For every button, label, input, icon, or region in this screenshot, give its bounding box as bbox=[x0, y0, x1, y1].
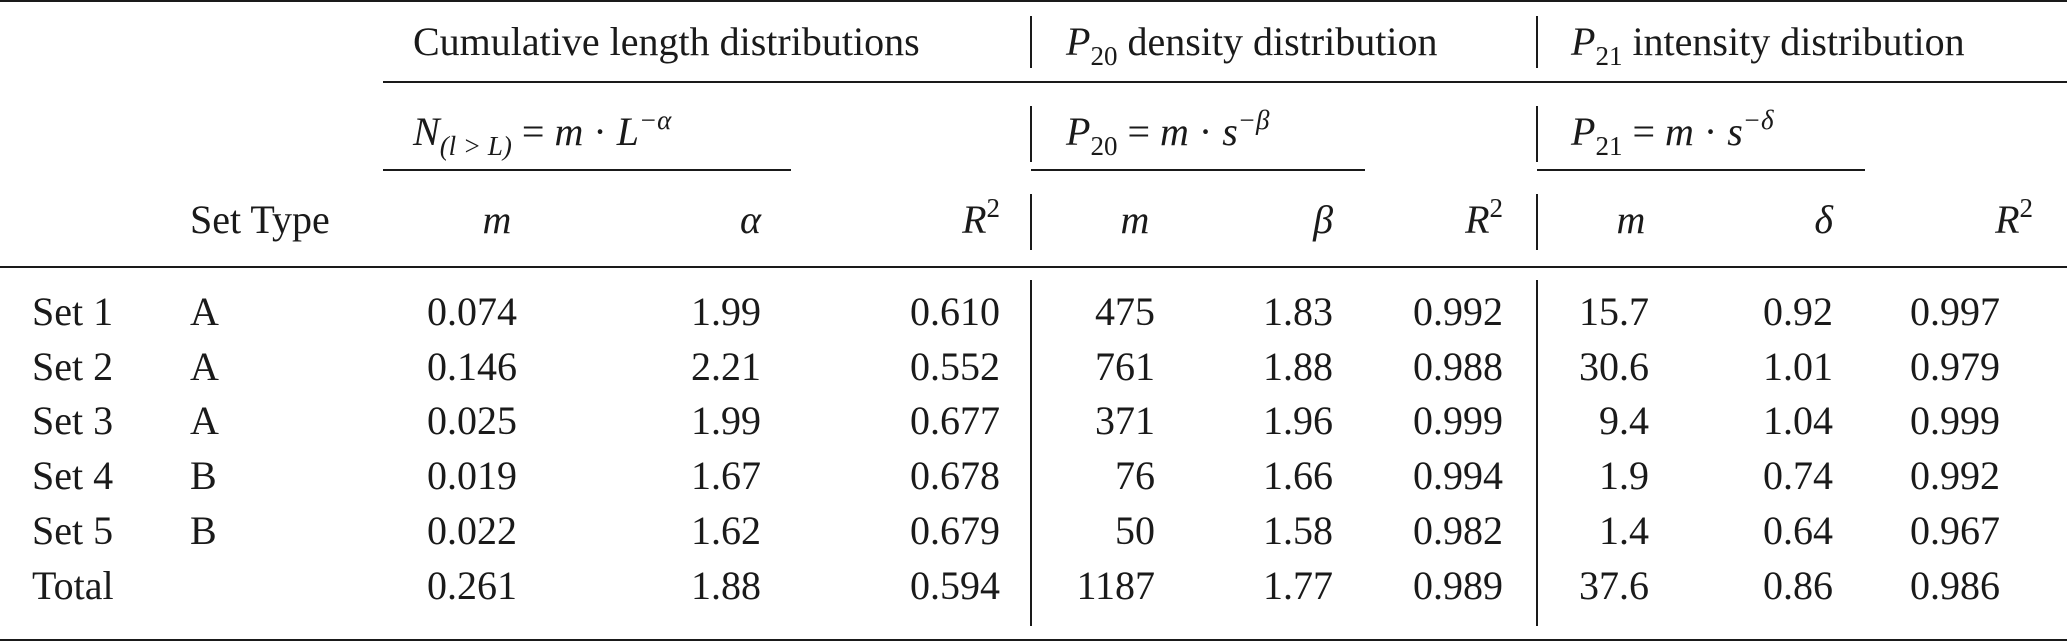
cell-beta: 1.66 bbox=[1263, 453, 1333, 498]
cell-beta: 1.77 bbox=[1263, 563, 1333, 608]
cell-beta: 1.83 bbox=[1263, 289, 1333, 334]
separator-1-formula bbox=[1030, 106, 1032, 162]
cell-delta: 0.92 bbox=[1763, 289, 1833, 334]
row-name: Set 5 bbox=[32, 508, 114, 553]
cell-m-length: 0.261 bbox=[427, 563, 517, 608]
column-header-beta: β bbox=[1313, 197, 1333, 242]
group-rule bbox=[383, 81, 2067, 83]
cell-r2-density: 0.999 bbox=[1413, 398, 1503, 443]
column-header-m-length: m bbox=[482, 197, 512, 242]
formula-underline-1 bbox=[383, 169, 791, 171]
cell-m-length: 0.074 bbox=[427, 289, 517, 334]
separator-1-column bbox=[1030, 194, 1032, 250]
formula-intensity: P21 = m · s−δ bbox=[1571, 105, 1774, 161]
row-set-type: A bbox=[190, 289, 219, 334]
cell-delta: 1.04 bbox=[1763, 398, 1833, 443]
cell-alpha: 1.88 bbox=[691, 563, 761, 608]
cell-r2-intensity: 0.992 bbox=[1910, 453, 2000, 498]
cell-delta: 0.86 bbox=[1763, 563, 1833, 608]
cell-r2-length: 0.678 bbox=[910, 453, 1000, 498]
cell-delta: 0.64 bbox=[1763, 508, 1833, 553]
cell-alpha: 2.21 bbox=[691, 344, 761, 389]
cell-alpha: 1.99 bbox=[691, 289, 761, 334]
cell-r2-length: 0.610 bbox=[910, 289, 1000, 334]
header-rule bbox=[0, 266, 2067, 268]
separator-2-formula bbox=[1536, 106, 1538, 162]
bottom-rule bbox=[0, 639, 2067, 641]
cell-alpha: 1.62 bbox=[691, 508, 761, 553]
row-set-type: A bbox=[190, 344, 219, 389]
cell-m-density: 76 bbox=[1115, 453, 1155, 498]
cell-m-intensity: 1.4 bbox=[1599, 508, 1649, 553]
cell-r2-intensity: 0.997 bbox=[1910, 289, 2000, 334]
separator-2-body bbox=[1536, 280, 1538, 626]
cell-r2-intensity: 0.979 bbox=[1910, 344, 2000, 389]
cell-m-length: 0.146 bbox=[427, 344, 517, 389]
row-set-type: A bbox=[190, 398, 219, 443]
cell-m-intensity: 37.6 bbox=[1579, 563, 1649, 608]
cell-r2-density: 0.988 bbox=[1413, 344, 1503, 389]
cell-beta: 1.58 bbox=[1263, 508, 1333, 553]
row-set-type: B bbox=[190, 453, 217, 498]
cell-beta: 1.96 bbox=[1263, 398, 1333, 443]
row-name: Set 1 bbox=[32, 289, 114, 334]
cell-m-length: 0.025 bbox=[427, 398, 517, 443]
formula-underline-2 bbox=[1031, 169, 1365, 171]
cell-m-length: 0.019 bbox=[427, 453, 517, 498]
row-set-type: B bbox=[190, 508, 217, 553]
column-header-delta: δ bbox=[1814, 197, 1833, 242]
separator-2-column bbox=[1536, 194, 1538, 250]
cell-m-intensity: 30.6 bbox=[1579, 344, 1649, 389]
cell-m-density: 50 bbox=[1115, 508, 1155, 553]
top-rule bbox=[0, 0, 2067, 2]
cell-m-intensity: 15.7 bbox=[1579, 289, 1649, 334]
separator-1-group bbox=[1030, 16, 1032, 68]
cell-r2-intensity: 0.999 bbox=[1910, 398, 2000, 443]
column-header-r2-intensity: R2 bbox=[1995, 193, 2033, 242]
row-name: Set 3 bbox=[32, 398, 114, 443]
cell-r2-intensity: 0.967 bbox=[1910, 508, 2000, 553]
formula-length: N(l > L) = m · L−α bbox=[413, 105, 672, 161]
column-header-r2-length: R2 bbox=[962, 193, 1000, 242]
column-header-set-type: Set Type bbox=[190, 197, 330, 242]
cell-r2-length: 0.594 bbox=[910, 563, 1000, 608]
cell-delta: 1.01 bbox=[1763, 344, 1833, 389]
cell-r2-density: 0.982 bbox=[1413, 508, 1503, 553]
row-name: Total bbox=[32, 563, 114, 608]
group-header-intensity: P21 intensity distribution bbox=[1571, 19, 1965, 71]
column-header-r2-density: R2 bbox=[1465, 193, 1503, 242]
row-name: Set 4 bbox=[32, 453, 114, 498]
group-header-length: Cumulative length distributions bbox=[413, 19, 920, 64]
cell-m-intensity: 9.4 bbox=[1599, 398, 1649, 443]
cell-m-density: 371 bbox=[1095, 398, 1155, 443]
row-name: Set 2 bbox=[32, 344, 114, 389]
cell-delta: 0.74 bbox=[1763, 453, 1833, 498]
column-header-m-density: m bbox=[1120, 197, 1150, 242]
cell-r2-density: 0.992 bbox=[1413, 289, 1503, 334]
column-header-alpha: α bbox=[740, 197, 761, 242]
cell-m-density: 1187 bbox=[1076, 563, 1155, 608]
group-header-density: P20 density distribution bbox=[1066, 19, 1438, 71]
cell-r2-density: 0.994 bbox=[1413, 453, 1503, 498]
cell-r2-intensity: 0.986 bbox=[1910, 563, 2000, 608]
formula-density: P20 = m · s−β bbox=[1066, 105, 1270, 161]
formula-underline-3 bbox=[1537, 169, 1865, 171]
cell-r2-length: 0.552 bbox=[910, 344, 1000, 389]
column-header-m-intensity: m bbox=[1616, 197, 1646, 242]
cell-alpha: 1.99 bbox=[691, 398, 761, 443]
cell-r2-density: 0.989 bbox=[1413, 563, 1503, 608]
cell-m-length: 0.022 bbox=[427, 508, 517, 553]
cell-r2-length: 0.679 bbox=[910, 508, 1000, 553]
separator-1-body bbox=[1030, 280, 1032, 626]
cell-m-intensity: 1.9 bbox=[1599, 453, 1649, 498]
cell-m-density: 761 bbox=[1095, 344, 1155, 389]
cell-r2-length: 0.677 bbox=[910, 398, 1000, 443]
separator-2-group bbox=[1536, 16, 1538, 68]
cell-m-density: 475 bbox=[1095, 289, 1155, 334]
cell-alpha: 1.67 bbox=[691, 453, 761, 498]
cell-beta: 1.88 bbox=[1263, 344, 1333, 389]
